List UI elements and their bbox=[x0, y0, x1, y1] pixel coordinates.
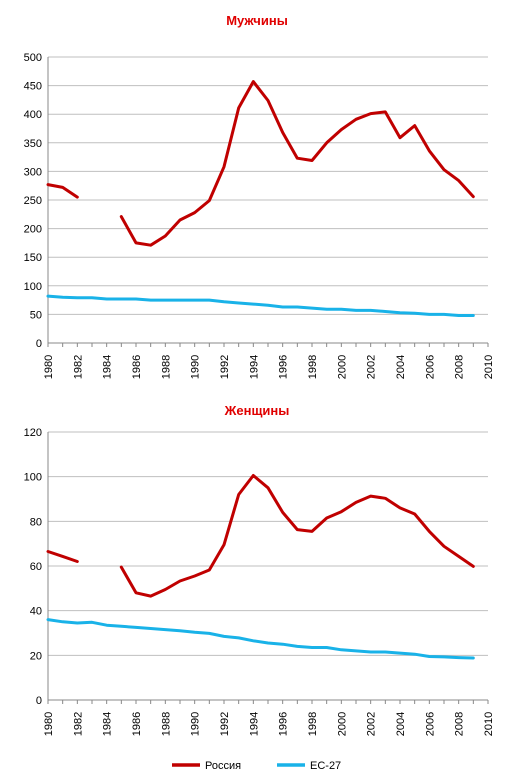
legend-label-russia: Россия bbox=[205, 760, 241, 772]
series-line-eu27 bbox=[46, 294, 475, 317]
x-tick-label: 1986 bbox=[131, 355, 143, 379]
x-tick-label: 2008 bbox=[454, 712, 466, 736]
series-line-russia bbox=[46, 474, 475, 598]
x-tick-label: 1992 bbox=[219, 712, 231, 736]
x-tick-label: 2002 bbox=[366, 355, 378, 379]
legend: Россия ЕС-27 bbox=[172, 760, 341, 772]
x-tick-label: 1994 bbox=[248, 355, 260, 379]
y-tick-label: 300 bbox=[24, 166, 42, 178]
x-tick-label: 1998 bbox=[307, 355, 319, 379]
chart-men: Мужчины 0 50 100 150 200 250 300 350 400 450 500 19… bbox=[24, 13, 495, 379]
legend-label-eu27: ЕС-27 bbox=[310, 760, 341, 772]
x-tick-label: 1994 bbox=[248, 712, 260, 736]
x-tick-label: 2006 bbox=[424, 712, 436, 736]
y-tick-label: 50 bbox=[30, 309, 42, 321]
y-tick-label: 40 bbox=[30, 606, 42, 618]
x-tick-label: 1980 bbox=[43, 712, 55, 736]
x-tick-label: 1988 bbox=[160, 355, 172, 379]
x-tick-label: 2010 bbox=[483, 355, 495, 379]
x-tick-label: 1998 bbox=[307, 712, 319, 736]
y-tick-label: 20 bbox=[30, 650, 42, 662]
y-tick-label: 0 bbox=[36, 338, 42, 350]
y-tick-label: 250 bbox=[24, 195, 42, 207]
x-tick-label: 1990 bbox=[190, 712, 202, 736]
y-tick-label: 200 bbox=[24, 224, 42, 236]
x-tick-label: 2010 bbox=[483, 712, 495, 736]
x-tick-label: 1996 bbox=[278, 355, 290, 379]
x-tick-label: 1996 bbox=[278, 712, 290, 736]
chart-women: Женщины 0 20 40 60 80 100 120 1980 1982 1984 1986 1… bbox=[24, 403, 495, 736]
y-tick-label: 0 bbox=[36, 695, 42, 707]
x-tick-label: 1986 bbox=[131, 712, 143, 736]
y-tick-label: 150 bbox=[24, 252, 42, 264]
x-tick-label: 2004 bbox=[395, 355, 407, 379]
series-line-russia bbox=[46, 80, 475, 247]
x-tick-label: 2000 bbox=[336, 355, 348, 379]
x-tick-label: 2000 bbox=[336, 712, 348, 736]
x-tick-label: 2002 bbox=[366, 712, 378, 736]
x-tick-label: 1984 bbox=[102, 355, 114, 379]
x-tick-label: 1982 bbox=[72, 355, 84, 379]
x-tick-label: 1984 bbox=[102, 712, 114, 736]
y-tick-label: 450 bbox=[24, 81, 42, 93]
chart-title-women: Женщины bbox=[224, 403, 290, 418]
x-tick-label: 1992 bbox=[219, 355, 231, 379]
y-tick-label: 100 bbox=[24, 281, 42, 293]
x-tick-label: 2008 bbox=[454, 355, 466, 379]
x-tick-label: 1980 bbox=[43, 355, 55, 379]
x-tick-label: 2004 bbox=[395, 712, 407, 736]
chart-title-men: Мужчины bbox=[226, 13, 288, 28]
x-tick-label: 1990 bbox=[190, 355, 202, 379]
x-tick-label: 1988 bbox=[160, 712, 172, 736]
y-tick-label: 500 bbox=[24, 52, 42, 64]
y-tick-label: 80 bbox=[30, 516, 42, 528]
series-line-eu27 bbox=[46, 618, 475, 660]
y-tick-label: 400 bbox=[24, 109, 42, 121]
y-tick-label: 350 bbox=[24, 138, 42, 150]
y-tick-label: 60 bbox=[30, 561, 42, 573]
x-tick-label: 1982 bbox=[72, 712, 84, 736]
y-tick-label: 100 bbox=[24, 472, 42, 484]
y-tick-label: 120 bbox=[24, 427, 42, 439]
x-tick-label: 2006 bbox=[424, 355, 436, 379]
